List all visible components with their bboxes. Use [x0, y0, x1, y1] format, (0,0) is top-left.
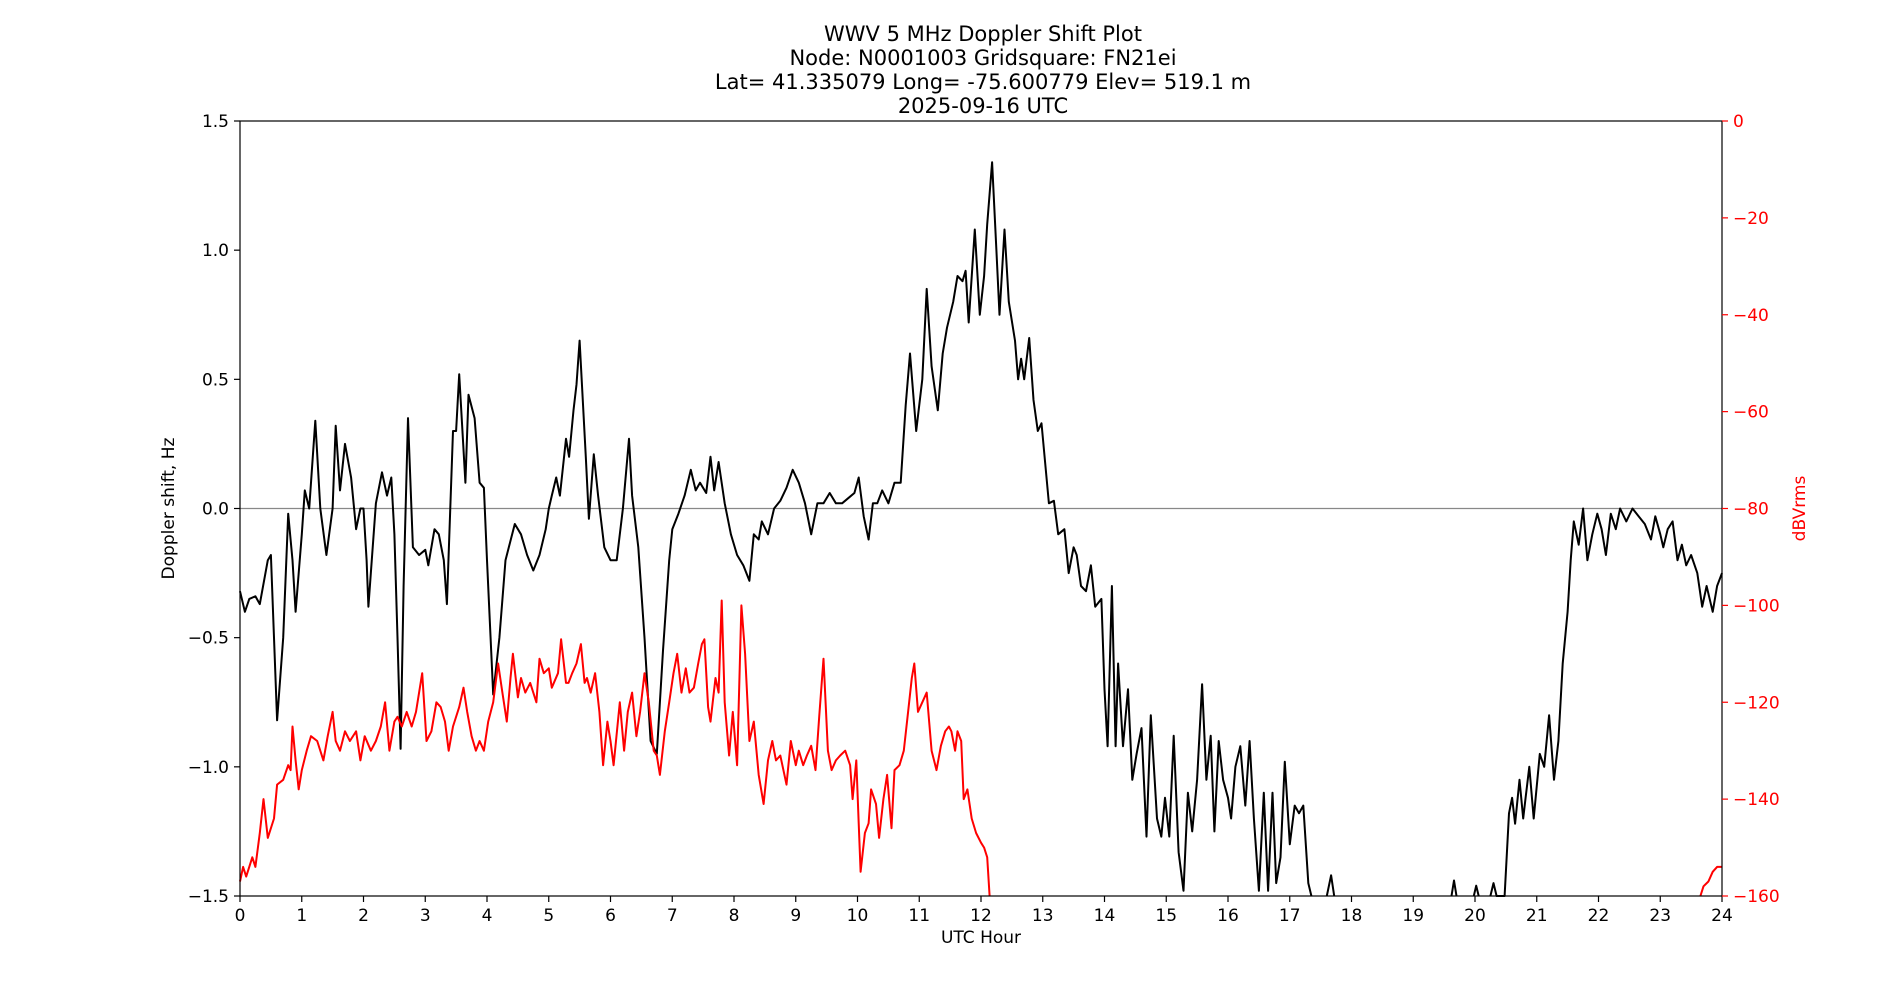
x-tick-label: 10 [847, 906, 869, 926]
x-tick-label: 2 [358, 906, 369, 926]
y2-tick-label: −140 [1733, 790, 1780, 810]
y2-tick-label: −60 [1733, 403, 1769, 423]
x-tick-label: 18 [1341, 906, 1363, 926]
x-tick-label: 15 [1155, 906, 1177, 926]
series-layer [239, 161, 1723, 897]
y2-tick-label: −160 [1733, 887, 1780, 907]
y2-axis-label: dBVrms [1790, 476, 1810, 542]
y2-tick-label: 0 [1733, 112, 1744, 132]
x-tick-label: 5 [543, 906, 554, 926]
power-series-5 [239, 599, 991, 897]
x-tick-label: 22 [1588, 906, 1610, 926]
chart-title-line-2: Node: N0001003 Gridsquare: FN21ei [789, 46, 1176, 70]
y-tick-label: 1.5 [202, 112, 229, 132]
chart-title-line-4: 2025-09-16 UTC [898, 94, 1068, 118]
x-tick-label: 21 [1526, 906, 1548, 926]
x-tick-label: 23 [1649, 906, 1671, 926]
y2-tick-label: −120 [1733, 693, 1780, 713]
doppler-series-4 [1489, 507, 1723, 897]
y2-tick-label: −80 [1733, 500, 1769, 520]
x-tick-label: 12 [970, 906, 992, 926]
y-axis-left: −1.5 −1.0 −0.5 0.0 0.5 1.0 1.5 [188, 112, 240, 907]
chart-title-line-1: WWV 5 MHz Doppler Shift Plot [824, 22, 1142, 46]
doppler-series-1 [1325, 874, 1336, 897]
x-tick-label: 1 [296, 906, 307, 926]
y-tick-label: 0.5 [202, 370, 229, 390]
x-tick-label: 19 [1402, 906, 1424, 926]
y2-tick-label: −40 [1733, 306, 1769, 326]
doppler-series-0 [239, 161, 1313, 897]
x-tick-label: 11 [908, 906, 930, 926]
x-tick-label: 7 [667, 906, 678, 926]
y-tick-label: 1.0 [202, 241, 229, 261]
x-tick-label: 16 [1217, 906, 1239, 926]
chart-title-line-3: Lat= 41.335079 Long= -75.600779 Elev= 51… [715, 70, 1251, 94]
power-series-6 [1699, 865, 1722, 897]
y-axis-right: −160 −140 −120 −100 −80 −60 −40 −20 0 [1722, 112, 1780, 907]
x-axis-label: UTC Hour [941, 928, 1021, 948]
x-tick-label: 8 [729, 906, 740, 926]
x-tick-label: 3 [420, 906, 431, 926]
y-axis-label: Doppler shift, Hz [159, 437, 179, 579]
x-tick-label: 20 [1464, 906, 1486, 926]
x-axis: 0 1 2 3 4 5 6 7 8 9 10 11 12 13 14 15 16 17 18 19 20 21 22 23 24 [235, 896, 1733, 926]
y-tick-label: −1.5 [188, 887, 229, 907]
x-tick-label: 9 [790, 906, 801, 926]
x-tick-label: 4 [482, 906, 493, 926]
doppler-series-3 [1472, 884, 1480, 897]
doppler-series-2 [1450, 879, 1458, 897]
y-tick-label: −0.5 [188, 629, 229, 649]
y-tick-label: −1.0 [188, 758, 229, 778]
x-tick-label: 6 [605, 906, 616, 926]
x-tick-label: 13 [1032, 906, 1054, 926]
x-tick-label: 24 [1711, 906, 1733, 926]
y2-tick-label: −20 [1733, 209, 1769, 229]
x-tick-label: 0 [235, 906, 246, 926]
x-tick-label: 17 [1279, 906, 1301, 926]
x-tick-label: 14 [1094, 906, 1116, 926]
y-tick-label: 0.0 [202, 500, 229, 520]
y2-tick-label: −100 [1733, 596, 1780, 616]
